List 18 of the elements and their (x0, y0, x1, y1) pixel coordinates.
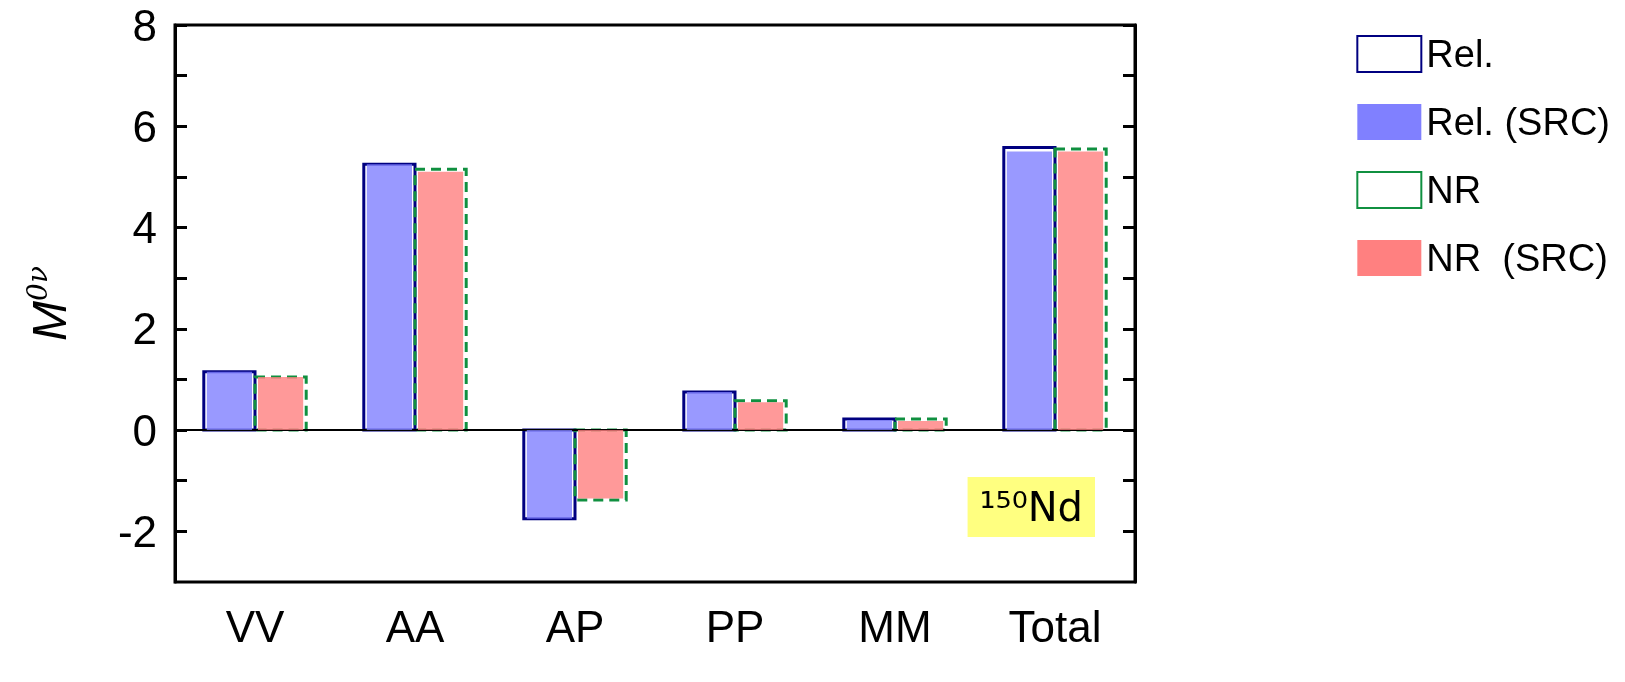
legend-label: Rel. (1426, 33, 1494, 75)
x-tick-label: MM (858, 601, 932, 651)
x-tick-label: AP (545, 601, 605, 651)
y-tick-label: 4 (132, 203, 157, 253)
legend-label: NR (1426, 169, 1482, 211)
annotation: ¹⁵⁰Nd (979, 484, 1083, 530)
legend-label: NR (SRC) (1426, 237, 1608, 279)
x-tick-label: VV (225, 601, 285, 651)
y-axis-title: M0ν (20, 266, 76, 341)
x-tick-label: Total (1008, 601, 1102, 651)
y-tick-label: 8 (132, 0, 157, 50)
x-tick-label: AA (385, 601, 445, 651)
x-tick-label: PP (705, 601, 765, 651)
y-tick-label: -2 (117, 506, 157, 556)
y-tick-label: 0 (132, 405, 157, 455)
legend-label: Rel. (SRC) (1426, 101, 1611, 143)
y-tick-label: 6 (132, 101, 157, 151)
y-tick-label: 2 (132, 304, 157, 354)
